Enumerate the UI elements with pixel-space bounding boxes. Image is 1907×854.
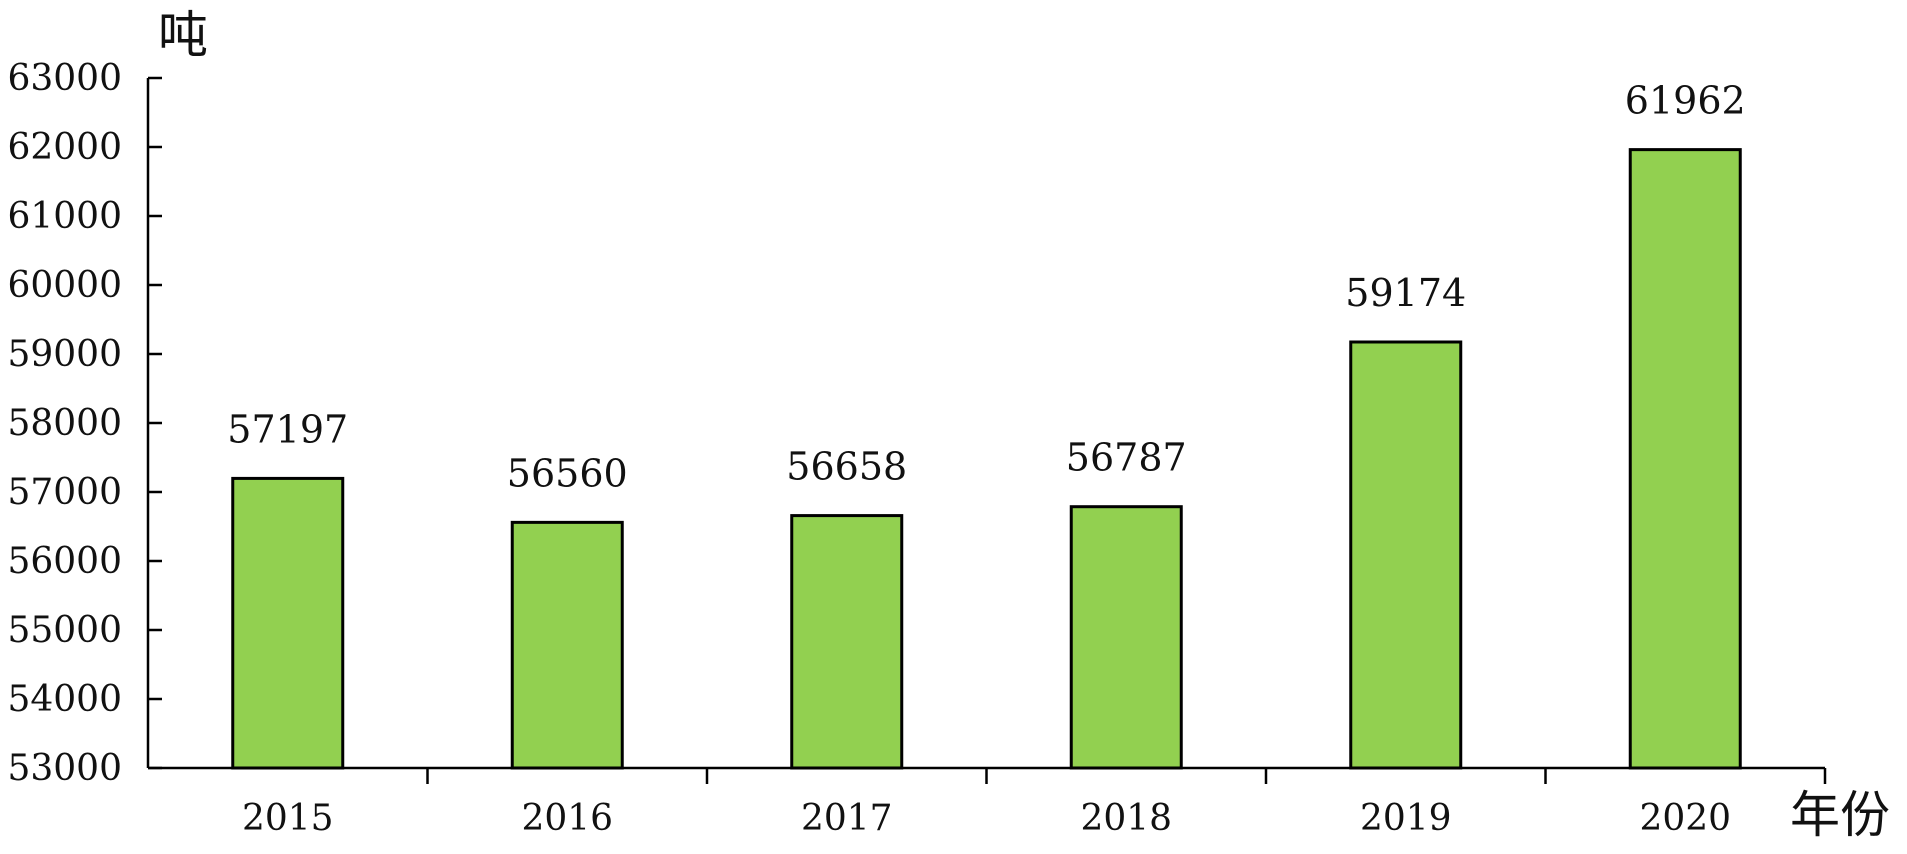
x-tick-label: 2018 — [1080, 798, 1172, 839]
x-axis: 2015 2016 2017 2018 2019 2020 — [148, 766, 1827, 839]
data-label-2020: 61962 — [1625, 79, 1746, 123]
bar-2020 — [1628, 148, 1742, 770]
x-tick-label: 2019 — [1360, 798, 1452, 839]
data-label-2016: 56560 — [507, 451, 628, 495]
x-tick-label: 2016 — [521, 798, 613, 839]
data-label-2019: 59174 — [1345, 271, 1466, 315]
bar-2016 — [510, 520, 624, 770]
y-axis: 53000 54000 55000 56000 57000 58000 59000 60000… — [7, 58, 162, 789]
data-label-2018: 56787 — [1066, 436, 1187, 480]
data-label-2017: 56658 — [786, 445, 907, 489]
y-tick-label: 56000 — [7, 541, 122, 582]
y-axis-title: 吨 — [158, 6, 208, 64]
y-tick-label: 59000 — [7, 334, 122, 375]
bar-2015 — [231, 476, 345, 770]
bars — [231, 148, 1742, 770]
data-labels: 57197 56560 56658 56787 59174 61962 — [227, 79, 1745, 496]
bar-2018 — [1069, 505, 1183, 770]
y-tick-label: 55000 — [7, 610, 122, 651]
y-tick-label: 61000 — [7, 196, 122, 237]
x-tick-label: 2017 — [801, 798, 893, 839]
y-tick-label: 63000 — [7, 58, 122, 99]
y-tick-label: 57000 — [7, 472, 122, 513]
y-tick-label: 58000 — [7, 403, 122, 444]
y-tick-label: 53000 — [7, 748, 122, 789]
x-axis-title: 年份 — [1790, 786, 1890, 844]
bar-2017 — [790, 514, 904, 770]
bar-2019 — [1349, 340, 1463, 770]
x-tick-label: 2015 — [242, 798, 334, 839]
y-tick-label: 62000 — [7, 127, 122, 168]
y-tick-label: 54000 — [7, 679, 122, 720]
data-label-2015: 57197 — [227, 407, 348, 451]
x-tick-label: 2020 — [1639, 798, 1731, 839]
y-tick-label: 60000 — [7, 265, 122, 306]
